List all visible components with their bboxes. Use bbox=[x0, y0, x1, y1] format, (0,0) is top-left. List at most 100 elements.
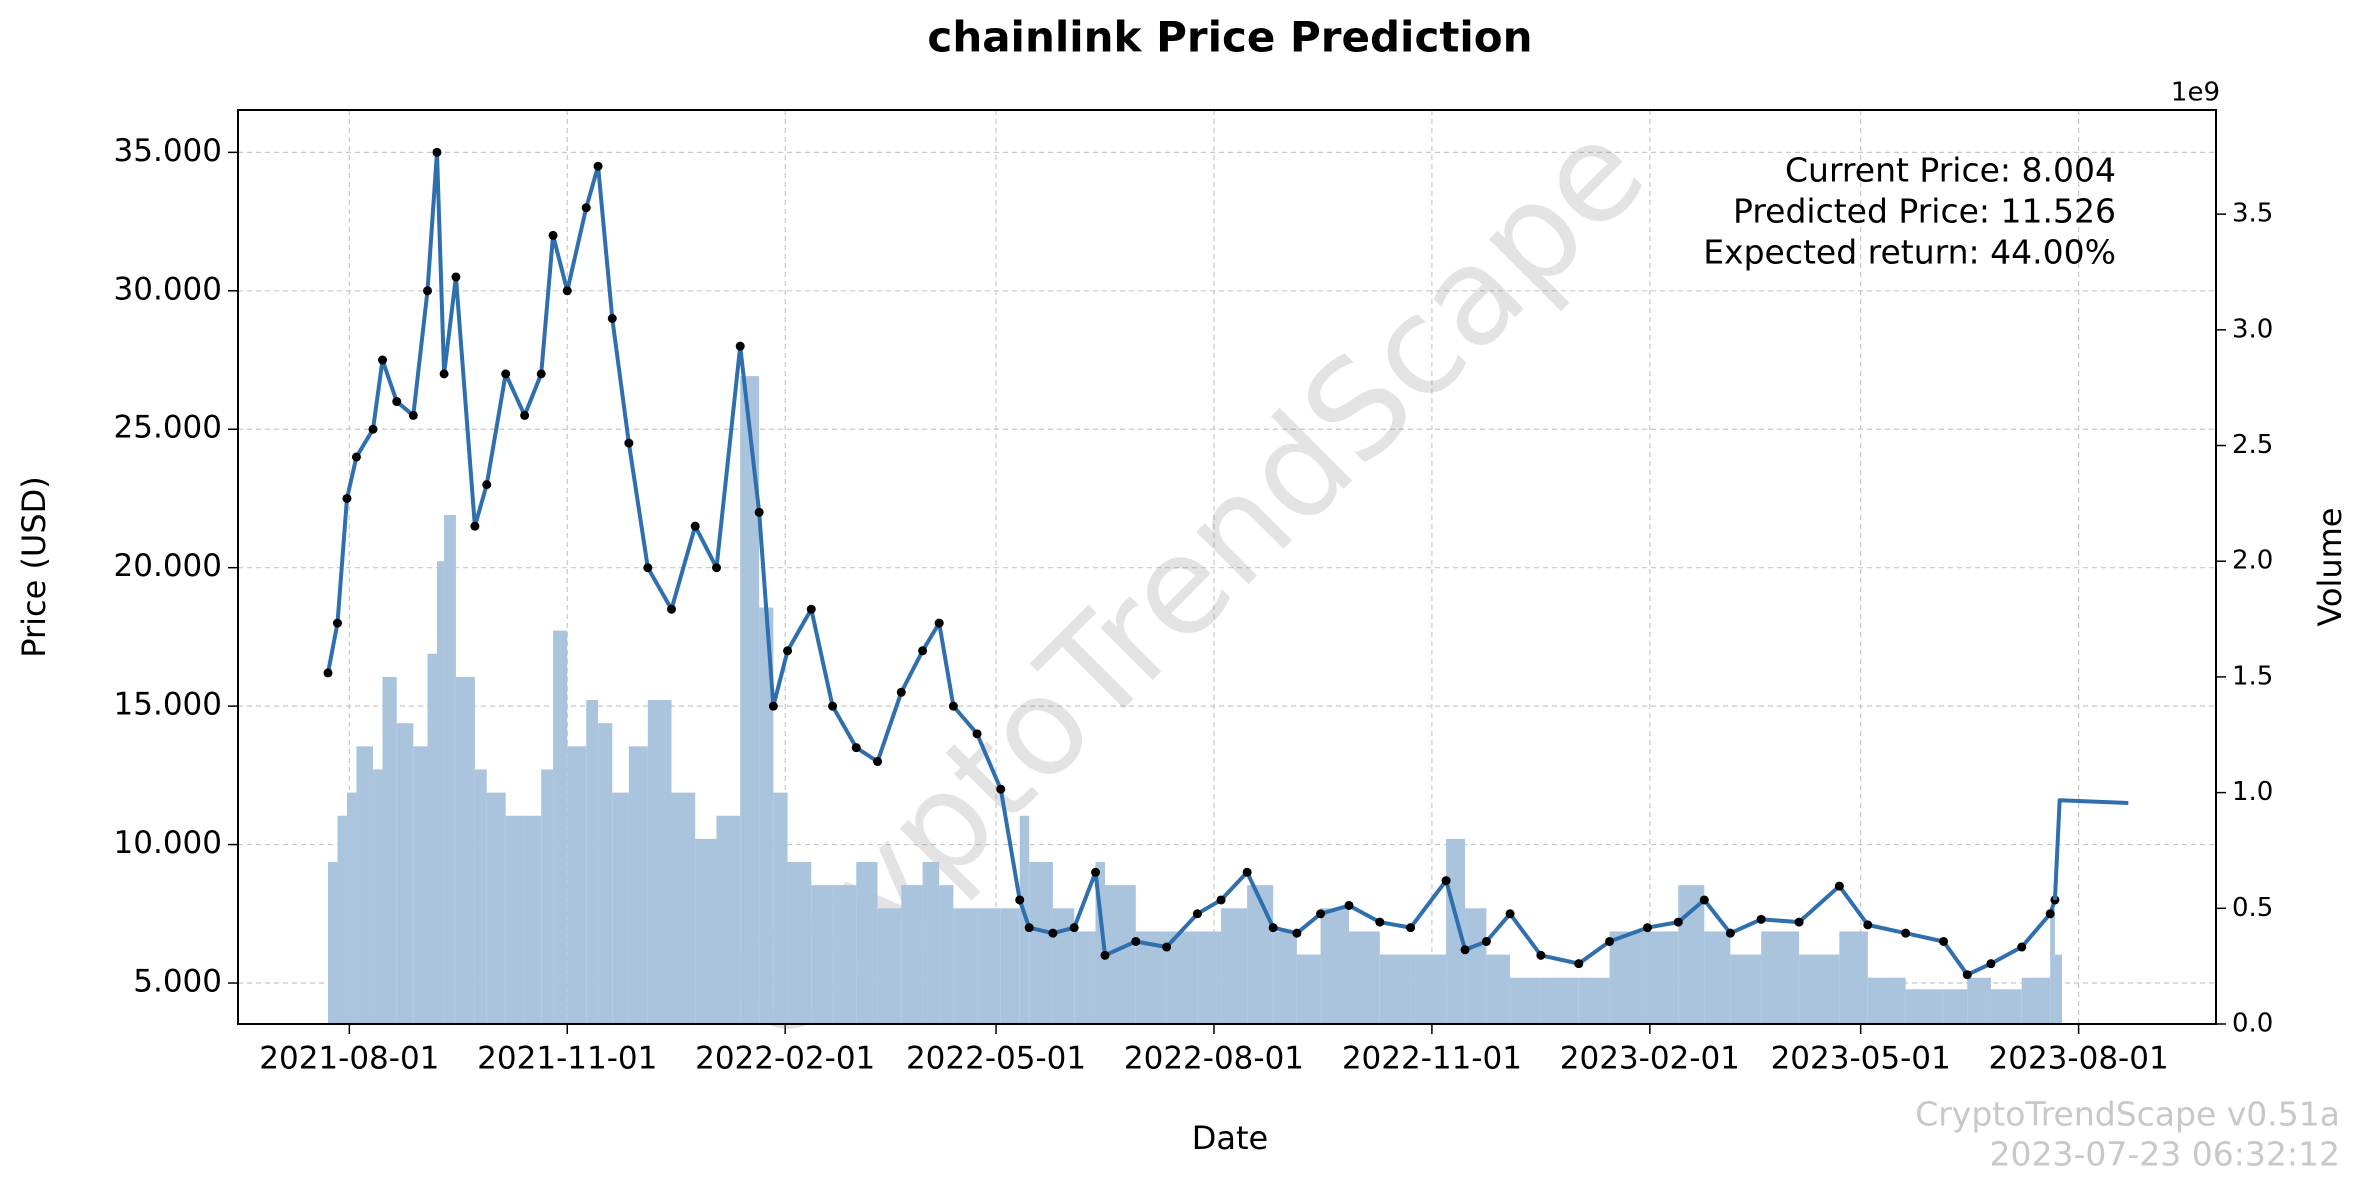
price-point bbox=[1316, 909, 1326, 919]
volume-bar bbox=[1647, 931, 1679, 1024]
volume-bar bbox=[474, 769, 487, 1024]
price-point bbox=[470, 521, 480, 531]
price-point bbox=[1406, 923, 1416, 933]
x-tick-label: 2022-05-01 bbox=[906, 1041, 1086, 1077]
volume-bar bbox=[1486, 954, 1511, 1024]
price-point bbox=[482, 480, 492, 490]
price-point bbox=[1091, 867, 1101, 877]
price-point bbox=[2045, 909, 2055, 919]
price-point bbox=[432, 147, 442, 157]
volume-bar bbox=[1273, 931, 1297, 1024]
volume-bar bbox=[1465, 908, 1487, 1024]
volume-bar bbox=[1678, 885, 1705, 1024]
price-point bbox=[972, 729, 982, 739]
volume-bar bbox=[787, 862, 812, 1024]
volume-bar bbox=[346, 792, 357, 1024]
volume-bar bbox=[427, 653, 437, 1024]
volume-bar bbox=[628, 746, 648, 1024]
price-point bbox=[806, 604, 816, 614]
x-tick-label: 2022-02-01 bbox=[695, 1041, 875, 1077]
price-point bbox=[1344, 900, 1354, 910]
y2-tick-label: 0.0 bbox=[2232, 1009, 2273, 1039]
annotation: Predicted Price: 11.526 bbox=[1733, 192, 2116, 231]
price-point bbox=[1605, 936, 1615, 946]
volume-bar bbox=[328, 862, 338, 1024]
volume-bar bbox=[455, 676, 475, 1024]
volume-bar bbox=[1761, 931, 1800, 1024]
price-point bbox=[1131, 936, 1141, 946]
price-point bbox=[1673, 917, 1683, 927]
volume-bar bbox=[1320, 908, 1349, 1024]
price-point bbox=[1939, 936, 1949, 946]
volume-bar bbox=[671, 792, 696, 1024]
price-point bbox=[1192, 909, 1202, 919]
price-point bbox=[873, 757, 883, 767]
price-point bbox=[378, 355, 388, 365]
x-tick-label: 2021-08-01 bbox=[259, 1041, 439, 1077]
price-point bbox=[1441, 876, 1451, 886]
price-line bbox=[2052, 798, 2129, 901]
price-point bbox=[783, 646, 793, 656]
chart-title: chainlink Price Prediction bbox=[927, 13, 1532, 62]
volume-bar bbox=[382, 676, 397, 1024]
price-point bbox=[562, 286, 572, 296]
volume-bar bbox=[1510, 977, 1541, 1024]
price-point bbox=[593, 161, 603, 171]
price-point bbox=[2017, 942, 2027, 952]
y2-tick-label: 0.5 bbox=[2232, 893, 2273, 923]
volume-bar bbox=[939, 885, 954, 1024]
y-tick-label: 10.000 bbox=[114, 825, 222, 861]
y2-tick-label: 3.5 bbox=[2232, 199, 2273, 229]
price-point bbox=[351, 452, 361, 462]
price-point bbox=[342, 493, 352, 503]
price-point bbox=[918, 646, 928, 656]
price-point bbox=[1901, 928, 1911, 938]
volume-bar bbox=[832, 885, 857, 1024]
volume-bar bbox=[1029, 862, 1053, 1024]
volume-bar bbox=[1867, 977, 1906, 1024]
volume-bar bbox=[524, 815, 542, 1024]
volume-bar bbox=[612, 792, 629, 1024]
price-point bbox=[851, 743, 861, 753]
volume-bar bbox=[2050, 908, 2055, 1024]
x-tick-label: 2021-11-01 bbox=[477, 1041, 657, 1077]
volume-bar bbox=[598, 723, 613, 1024]
volume-bar bbox=[1540, 977, 1579, 1024]
volume-bar bbox=[647, 700, 672, 1024]
volume-bar bbox=[877, 908, 902, 1024]
volume-bar bbox=[1609, 931, 1648, 1024]
x-tick-label: 2022-08-01 bbox=[1124, 1041, 1304, 1077]
volume-bar bbox=[586, 700, 599, 1024]
price-point bbox=[1268, 923, 1278, 933]
y-tick-label: 30.000 bbox=[114, 271, 222, 307]
price-point bbox=[1834, 881, 1844, 891]
price-point bbox=[392, 397, 402, 407]
volume-bar bbox=[1967, 977, 1991, 1024]
y-tick-label: 15.000 bbox=[114, 687, 222, 723]
volume-bar bbox=[444, 514, 456, 1024]
volume-bar bbox=[356, 746, 374, 1024]
price-point bbox=[1962, 970, 1972, 980]
price-point bbox=[1505, 909, 1515, 919]
volume-bar bbox=[1348, 931, 1380, 1024]
price-point bbox=[1794, 917, 1804, 927]
price-point bbox=[1292, 928, 1302, 938]
price-point bbox=[768, 701, 778, 711]
volume-bar bbox=[337, 815, 347, 1024]
price-point bbox=[368, 424, 378, 434]
x-tick-label: 2023-02-01 bbox=[1560, 1041, 1740, 1077]
footer-version: CryptoTrendScape v0.51a bbox=[1915, 1095, 2340, 1134]
price-point bbox=[1756, 914, 1766, 924]
volume-bar bbox=[759, 607, 774, 1024]
price-point bbox=[1100, 950, 1110, 960]
volume-bar bbox=[436, 561, 445, 1024]
volume-bar bbox=[486, 792, 506, 1024]
volume-bar bbox=[1296, 954, 1321, 1024]
y-tick-label: 20.000 bbox=[114, 548, 222, 584]
price-point bbox=[1375, 917, 1385, 927]
plot-frame bbox=[237, 109, 2217, 1025]
volume-bar bbox=[1197, 931, 1222, 1024]
volume-bar bbox=[373, 769, 383, 1024]
price-line bbox=[326, 150, 2057, 977]
